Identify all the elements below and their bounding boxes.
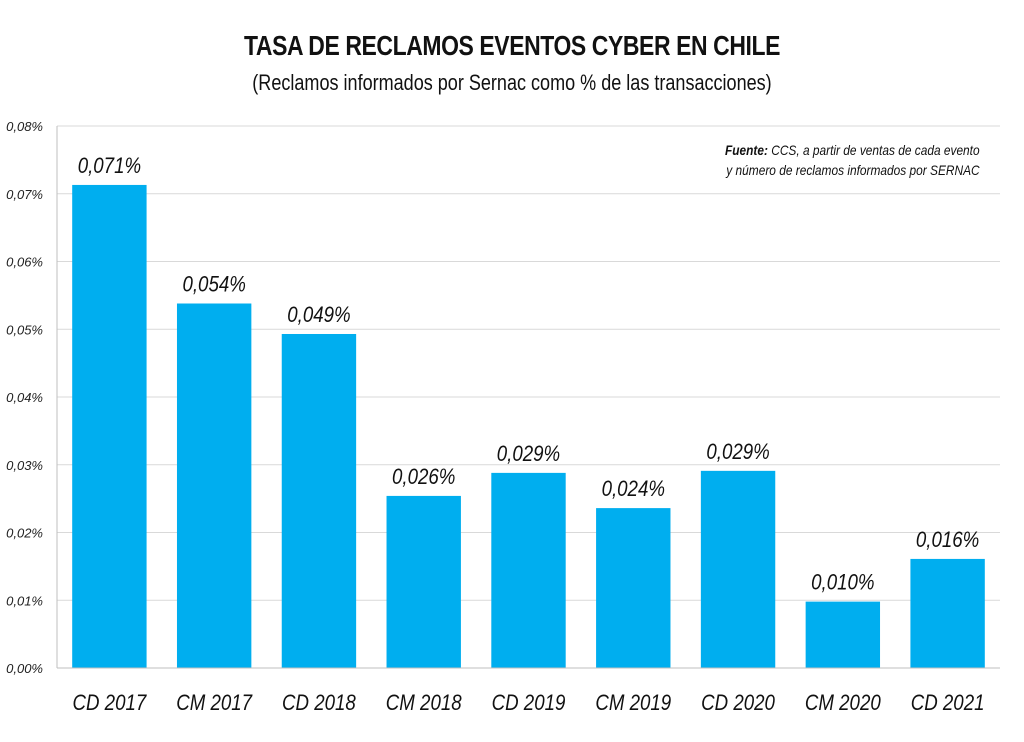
x-tick-label: CM 2020 bbox=[805, 692, 881, 716]
data-label: 0,029% bbox=[497, 443, 560, 467]
data-label: 0,049% bbox=[287, 304, 350, 328]
y-tick-label: 0,01% bbox=[6, 593, 43, 608]
x-tick-label: CD 2020 bbox=[701, 692, 775, 716]
data-label: 0,054% bbox=[182, 273, 245, 297]
y-tick-label: 0,08% bbox=[6, 119, 43, 134]
bar bbox=[596, 508, 671, 668]
source-line-1: CCS, a partir de ventas de cada evento bbox=[771, 142, 980, 158]
x-tick-label: CM 2018 bbox=[386, 692, 462, 716]
data-label: 0,071% bbox=[78, 155, 141, 179]
x-tick-label: CD 2019 bbox=[492, 692, 566, 716]
source-note: Fuente: CCS, a partir de ventas de cada … bbox=[725, 140, 980, 180]
x-tick-label: CD 2021 bbox=[911, 692, 985, 716]
bar bbox=[805, 601, 881, 668]
x-tick-label: CM 2019 bbox=[595, 692, 671, 716]
data-label: 0,024% bbox=[602, 478, 665, 502]
y-tick-label: 0,04% bbox=[6, 390, 43, 405]
data-label: 0,026% bbox=[392, 466, 455, 490]
y-tick-label: 0,03% bbox=[6, 458, 43, 473]
source-line-2: y número de reclamos informados por SERN… bbox=[726, 162, 980, 178]
bar bbox=[491, 472, 566, 668]
y-tick-label: 0,05% bbox=[6, 322, 43, 337]
bar bbox=[386, 495, 461, 668]
chart-title: TASA DE RECLAMOS EVENTOS CYBER EN CHILE bbox=[244, 30, 780, 61]
y-tick-label: 0,07% bbox=[6, 187, 43, 202]
bar bbox=[281, 333, 357, 668]
data-label: 0,029% bbox=[706, 441, 769, 465]
bar bbox=[700, 470, 776, 668]
bar bbox=[910, 558, 985, 668]
source-label: Fuente: bbox=[725, 142, 769, 158]
bar bbox=[72, 184, 147, 668]
data-label: 0,010% bbox=[811, 571, 874, 595]
y-tick-label: 0,00% bbox=[6, 661, 43, 676]
chart-subtitle: (Reclamos informados por Sernac como % d… bbox=[252, 70, 772, 95]
data-label: 0,016% bbox=[916, 529, 979, 553]
bar bbox=[176, 303, 252, 668]
y-tick-label: 0,06% bbox=[6, 255, 43, 270]
x-tick-label: CD 2018 bbox=[282, 692, 356, 716]
x-tick-label: CD 2017 bbox=[73, 692, 147, 716]
x-tick-label: CM 2017 bbox=[176, 692, 252, 716]
y-tick-label: 0,02% bbox=[6, 526, 43, 541]
